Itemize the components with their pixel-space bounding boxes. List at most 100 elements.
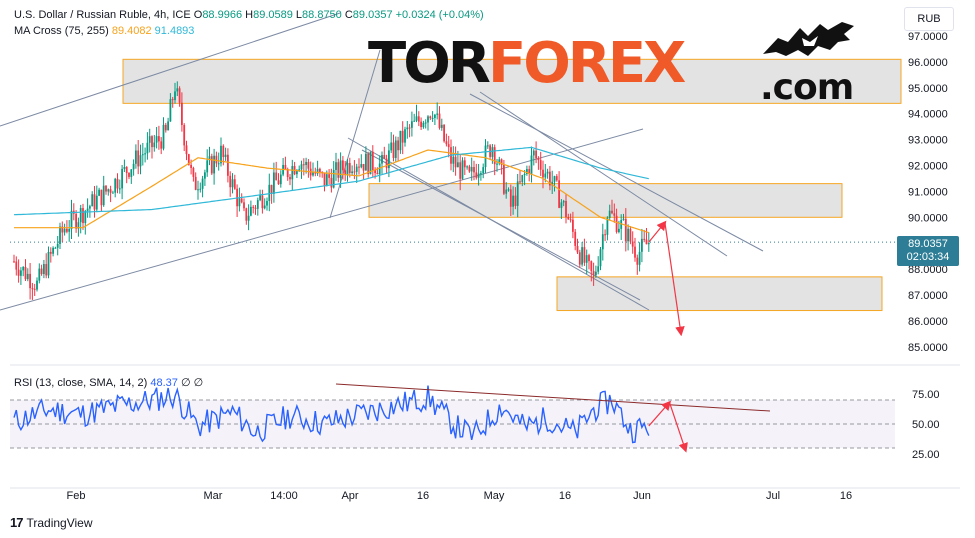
candle-body: [52, 247, 54, 254]
candle-body: [100, 189, 103, 206]
symbol-legend: U.S. Dollar / Russian Ruble, 4h, ICE O88…: [14, 9, 484, 21]
candle-body: [438, 113, 441, 128]
candle-body: [268, 184, 271, 201]
candle-body: [597, 266, 600, 272]
candle-body: [183, 125, 186, 146]
candle-body: [362, 164, 365, 171]
candle-body: [590, 261, 593, 272]
candle-body: [86, 208, 89, 211]
candle-body: [263, 205, 266, 209]
candle-body: [302, 164, 305, 166]
candle-body: [68, 228, 71, 232]
candle-body: [307, 161, 310, 169]
candle-body: [261, 195, 264, 209]
time-axis-label: 16: [559, 490, 571, 502]
candle-body: [270, 184, 273, 194]
candle-body: [240, 198, 243, 203]
candle-body: [526, 169, 528, 174]
candle-body: [305, 161, 307, 166]
trend-line: [329, 49, 381, 219]
ohlc-value-h: 89.0589: [253, 9, 293, 21]
time-axis-label: Apr: [341, 490, 358, 502]
last-price-tag: 89.0357 02:03:34: [897, 236, 959, 266]
candle-body: [49, 251, 52, 254]
candle-body: [443, 124, 445, 142]
price-axis-label: 90.0000: [908, 212, 948, 224]
candle-body: [392, 142, 395, 158]
candle-body: [17, 269, 20, 276]
candle-body: [643, 238, 646, 240]
candle-body: [399, 130, 402, 151]
candle-body: [141, 154, 144, 156]
candle-body: [424, 122, 427, 124]
candle-body: [208, 156, 211, 161]
candle-body: [121, 168, 123, 189]
candle-body: [461, 160, 464, 179]
candle-body: [144, 153, 146, 155]
candle-body: [29, 273, 31, 289]
candle-body: [298, 169, 301, 171]
candle-body: [84, 210, 87, 224]
candle-body: [79, 208, 82, 223]
price-axis-label: 86.0000: [908, 316, 948, 328]
rsi-extra: ∅ ∅: [180, 377, 204, 389]
candle-body: [477, 173, 480, 178]
candle-body: [146, 142, 149, 154]
ohlc-key-c: C: [341, 9, 353, 21]
candle-body: [160, 141, 163, 149]
candle-body: [300, 164, 303, 170]
candle-body: [31, 288, 34, 290]
candle-body: [514, 195, 517, 206]
rsi-line: [13, 385, 650, 444]
candle-body: [592, 271, 595, 276]
logo-part-1: TOR: [368, 31, 491, 96]
candle-body: [153, 142, 156, 148]
tradingview-logo-icon: 17: [10, 515, 24, 530]
price-zone: [556, 276, 883, 312]
candle-body: [516, 181, 519, 206]
candle-body: [553, 176, 556, 182]
candle-body: [314, 172, 317, 174]
candle-body: [618, 228, 620, 233]
candle-body: [238, 198, 241, 207]
candle-body: [346, 162, 349, 175]
candle-body: [558, 180, 560, 208]
candle-body: [473, 167, 475, 173]
candle-body: [98, 189, 100, 196]
candle-body: [367, 153, 370, 175]
rsi-legend: RSI (13, close, SMA, 14, 2) 48.37 ∅ ∅: [14, 376, 203, 389]
time-axis-label: May: [484, 490, 505, 502]
candle-body: [583, 247, 586, 263]
candle-body: [63, 228, 66, 233]
candle-body: [155, 136, 158, 143]
candle-body: [376, 173, 379, 175]
candle-body: [420, 121, 422, 128]
symbol-title: U.S. Dollar / Russian Ruble, 4h, ICE: [14, 9, 191, 21]
candle-body: [555, 176, 558, 181]
candle-body: [551, 181, 554, 186]
candle-body: [624, 218, 627, 242]
candle-body: [401, 130, 404, 143]
candle-body: [408, 127, 411, 129]
tradingview-branding[interactable]: 17 TradingView: [10, 515, 93, 530]
price-axis-label: 87.0000: [908, 290, 948, 302]
candle-body: [20, 270, 22, 276]
candle-body: [378, 163, 381, 175]
candle-body: [89, 206, 91, 209]
rsi-projection-arrow: [668, 402, 688, 453]
candle-body: [132, 163, 135, 170]
candle-body: [185, 145, 188, 155]
candle-body: [277, 180, 280, 185]
price-axis-label: 92.0000: [908, 161, 948, 173]
candle-body: [36, 280, 38, 290]
candle-body: [498, 159, 501, 164]
currency-button[interactable]: RUB: [904, 7, 954, 31]
candle-body: [530, 155, 533, 174]
candle-body: [381, 155, 383, 164]
candle-body: [503, 164, 505, 194]
candle-body: [452, 156, 455, 164]
candle-body: [523, 173, 526, 176]
candle-body: [291, 166, 294, 180]
candle-body: [337, 162, 340, 178]
